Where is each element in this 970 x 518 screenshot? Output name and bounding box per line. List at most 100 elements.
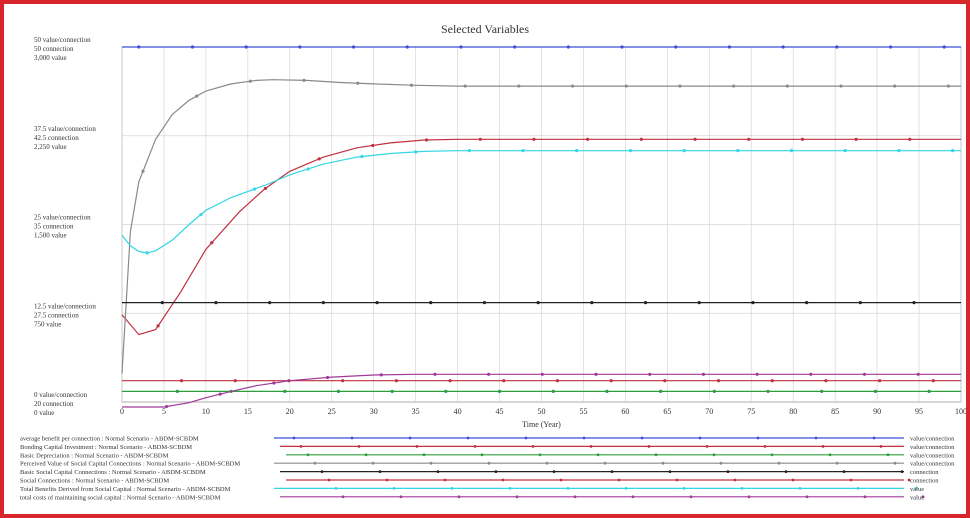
series-marker	[356, 81, 360, 85]
series-marker	[390, 389, 394, 393]
x-tick-label: 15	[244, 407, 252, 416]
legend-marker	[821, 445, 825, 448]
legend-marker	[863, 495, 867, 499]
x-tick-label: 0	[120, 407, 124, 416]
x-tick-label: 20	[286, 407, 294, 416]
legend-marker	[450, 487, 454, 490]
legend-marker	[436, 470, 440, 473]
y-tick-label: 12.5 value/connection	[34, 302, 96, 310]
legend-marker	[631, 495, 635, 499]
series-marker	[268, 301, 272, 305]
series-marker	[586, 137, 590, 141]
series-marker	[878, 379, 882, 383]
y-tick-label: 50 connection	[34, 45, 74, 53]
legend-marker	[596, 453, 600, 457]
series-marker	[444, 389, 448, 393]
series-marker	[897, 149, 901, 153]
series-marker	[736, 149, 740, 153]
legend-unit: value/connection	[910, 444, 955, 451]
legend-entry-label: Basic Depreciation : Normal Scenario - A…	[20, 452, 169, 459]
x-tick-label: 70	[705, 407, 713, 416]
legend-marker	[893, 461, 897, 465]
series-marker	[594, 372, 598, 376]
series-marker	[570, 84, 575, 88]
series-marker	[497, 389, 502, 393]
x-tick-label: 100	[955, 407, 966, 416]
legend-marker	[791, 478, 795, 482]
legend-marker	[364, 453, 368, 457]
series-marker	[244, 45, 248, 49]
y-tick-label: 750 value	[34, 320, 61, 328]
legend-marker	[900, 470, 904, 473]
legend-marker	[617, 478, 621, 482]
series-marker	[540, 372, 544, 376]
x-tick-label: 60	[621, 407, 629, 416]
series-marker	[835, 45, 839, 49]
legend-marker	[798, 487, 802, 490]
series-marker	[555, 379, 560, 383]
series-marker	[325, 375, 330, 380]
series-marker	[513, 45, 517, 49]
legend-marker	[531, 445, 535, 448]
legend-marker	[849, 478, 853, 482]
legend-marker	[879, 445, 883, 448]
x-axis-label: Time (Year)	[522, 420, 561, 429]
legend-marker	[552, 470, 556, 473]
legend-marker	[856, 487, 860, 490]
legend-marker	[763, 445, 767, 448]
series-marker	[824, 379, 828, 383]
series-marker	[820, 389, 824, 393]
x-tick-label: 55	[579, 407, 587, 416]
series-marker	[839, 84, 843, 88]
series-marker	[605, 389, 609, 393]
series-marker	[628, 149, 633, 153]
series-marker	[854, 137, 858, 141]
series-marker	[712, 389, 716, 393]
series-marker	[336, 389, 341, 393]
series-marker	[248, 79, 252, 83]
series-marker	[951, 149, 955, 153]
legend-marker	[508, 487, 512, 490]
legend-marker	[429, 461, 433, 465]
y-tick-label: 0 value/connection	[34, 391, 88, 399]
legend-marker	[487, 461, 491, 465]
series-marker	[429, 301, 433, 305]
legend-marker	[582, 436, 586, 440]
legend-marker	[689, 495, 693, 499]
series-marker	[674, 45, 678, 49]
legend-marker	[341, 495, 345, 499]
chart-svg: 0 5 10 15 20 25 30 35 40 45 50 55 60 65 70 75 80 85 90 95 10…	[20, 36, 966, 501]
series-marker	[409, 83, 414, 87]
legend-marker	[777, 461, 781, 465]
legend-marker	[501, 478, 505, 482]
legend-marker	[624, 487, 628, 490]
legend-marker	[784, 470, 788, 473]
series-marker	[800, 137, 805, 141]
x-tick-label: 85	[831, 407, 839, 416]
series-marker	[946, 84, 951, 88]
legend-marker	[327, 478, 331, 482]
x-tick-label: 90	[873, 407, 881, 416]
legend-marker	[545, 461, 549, 465]
legend-marker	[698, 436, 702, 440]
legend-marker	[740, 487, 744, 490]
legend-unit: value/connection	[910, 461, 955, 468]
series-marker	[521, 149, 525, 153]
series-marker	[482, 301, 487, 305]
legend-marker	[914, 487, 918, 490]
series-marker	[137, 45, 141, 49]
series-marker	[414, 150, 418, 154]
legend-marker	[422, 453, 426, 457]
legend-marker	[835, 461, 839, 465]
series-marker	[716, 379, 721, 383]
series-marker	[463, 84, 467, 88]
legend-marker	[378, 470, 382, 473]
legend-marker	[805, 495, 809, 499]
legend-marker	[371, 461, 375, 465]
legend-marker	[350, 436, 354, 440]
legend-marker	[515, 495, 519, 499]
legend-marker	[733, 478, 737, 482]
series-marker	[302, 78, 306, 82]
legend-marker	[466, 436, 470, 440]
